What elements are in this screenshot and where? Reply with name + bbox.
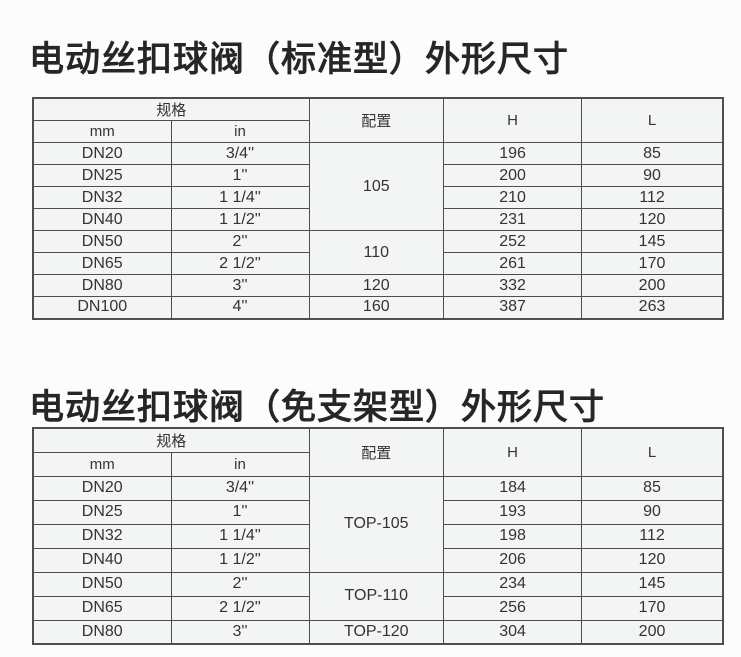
h-cell: 234 [443, 571, 583, 597]
mm-header-cell: mm [32, 451, 172, 477]
mm-cell: DN25 [32, 499, 172, 525]
l-cell: 120 [581, 208, 724, 231]
mm-cell: DN50 [32, 571, 172, 597]
in-cell: 1 1/2'' [170, 208, 310, 231]
in-cell: 1'' [170, 499, 310, 525]
in-cell: 2 1/2'' [170, 252, 310, 275]
h-cell: 387 [443, 296, 583, 319]
h-cell: 193 [443, 499, 583, 525]
h-header-cell: H [443, 427, 583, 477]
h-cell: 198 [443, 523, 583, 549]
mm-cell: DN32 [32, 186, 172, 209]
l-cell: 90 [581, 499, 724, 525]
l-cell: 263 [581, 296, 724, 319]
table-row: DN80 3'' TOP-120 304 200 [32, 619, 724, 645]
l-cell: 85 [581, 142, 724, 165]
mm-header-cell: mm [32, 120, 172, 143]
config-cell: 110 [308, 230, 445, 275]
mm-cell: DN65 [32, 595, 172, 621]
config-cell: 120 [308, 274, 445, 297]
table-row: DN20 3/4'' 105 196 85 [32, 142, 724, 231]
mm-cell: DN25 [32, 164, 172, 187]
h-cell: 261 [443, 252, 583, 275]
spec-header-cell: 规格 [32, 427, 310, 453]
in-cell: 1 1/2'' [170, 547, 310, 573]
l-cell: 145 [581, 571, 724, 597]
in-cell: 2 1/2'' [170, 595, 310, 621]
standard-valve-title: 电动丝扣球阀（标准型）外形尺寸 [29, 40, 570, 80]
h-cell: 304 [443, 619, 583, 645]
config-header-cell: 配置 [308, 427, 445, 477]
table-row: DN65 2 1/2'' 261 170 [32, 252, 724, 275]
mm-cell: DN100 [32, 296, 172, 319]
table-header-row: 规格 配置 H L [32, 427, 724, 477]
in-cell: 2'' [170, 571, 310, 597]
l-header-cell: L [581, 97, 724, 143]
l-cell: 200 [581, 274, 724, 297]
h-cell: 196 [443, 142, 583, 165]
config-cell: 160 [308, 296, 445, 319]
l-cell: 170 [581, 595, 724, 621]
config-cell: TOP-105 [308, 475, 445, 573]
table-row: DN100 4'' 160 387 263 [32, 296, 724, 319]
h-cell: 231 [443, 208, 583, 231]
in-header-cell: in [170, 120, 310, 143]
table-row: DN80 3'' 120 332 200 [32, 274, 724, 297]
in-cell: 1 1/4'' [170, 186, 310, 209]
mm-cell: DN65 [32, 252, 172, 275]
config-cell: TOP-120 [308, 619, 445, 645]
table-row: DN32 1 1/4'' 210 112 [32, 186, 724, 209]
table-row: DN20 3/4'' TOP-105 184 85 [32, 475, 724, 573]
l-cell: 90 [581, 164, 724, 187]
table-row: DN25 1'' 193 90 [32, 499, 724, 525]
l-cell: 112 [581, 186, 724, 209]
l-cell: 120 [581, 547, 724, 573]
in-cell: 3/4'' [170, 142, 310, 165]
h-cell: 256 [443, 595, 583, 621]
l-cell: 200 [581, 619, 724, 645]
config-cell: 105 [308, 142, 445, 231]
l-cell: 85 [581, 475, 724, 501]
table-row: DN50 2'' 110 252 145 [32, 230, 724, 275]
mm-cell: DN80 [32, 619, 172, 645]
h-cell: 210 [443, 186, 583, 209]
mm-cell: DN40 [32, 547, 172, 573]
h-cell: 184 [443, 475, 583, 501]
config-cell: TOP-110 [308, 571, 445, 621]
l-cell: 145 [581, 230, 724, 253]
in-cell: 3'' [170, 274, 310, 297]
mm-cell: DN20 [32, 475, 172, 501]
in-cell: 4'' [170, 296, 310, 319]
h-header-cell: H [443, 97, 583, 143]
mm-cell: DN40 [32, 208, 172, 231]
table-row: DN65 2 1/2'' 256 170 [32, 595, 724, 621]
mm-cell: DN20 [32, 142, 172, 165]
table-header-row: 规格 配置 H L [32, 97, 724, 143]
config-header-cell: 配置 [308, 97, 445, 143]
mm-cell: DN80 [32, 274, 172, 297]
in-cell: 3'' [170, 619, 310, 645]
mm-cell: DN50 [32, 230, 172, 253]
bracketless-valve-dimensions-table: 规格 配置 H L mm in DN20 3/4'' TOP-105 184 8… [32, 427, 724, 645]
spec-header-cell: 规格 [32, 97, 310, 121]
bracketless-valve-title: 电动丝扣球阀（免支架型）外形尺寸 [29, 388, 606, 428]
h-cell: 332 [443, 274, 583, 297]
in-cell: 2'' [170, 230, 310, 253]
h-cell: 206 [443, 547, 583, 573]
h-cell: 252 [443, 230, 583, 253]
l-cell: 112 [581, 523, 724, 549]
in-cell: 1'' [170, 164, 310, 187]
l-header-cell: L [581, 427, 724, 477]
l-cell: 170 [581, 252, 724, 275]
table-row: DN32 1 1/4'' 198 112 [32, 523, 724, 549]
in-header-cell: in [170, 451, 310, 477]
h-cell: 200 [443, 164, 583, 187]
mm-cell: DN32 [32, 523, 172, 549]
in-cell: 3/4'' [170, 475, 310, 501]
in-cell: 1 1/4'' [170, 523, 310, 549]
standard-valve-dimensions-table: 规格 配置 H L mm in DN20 3/4'' 105 196 85 DN… [32, 97, 724, 320]
table-row: DN50 2'' TOP-110 234 145 [32, 571, 724, 621]
